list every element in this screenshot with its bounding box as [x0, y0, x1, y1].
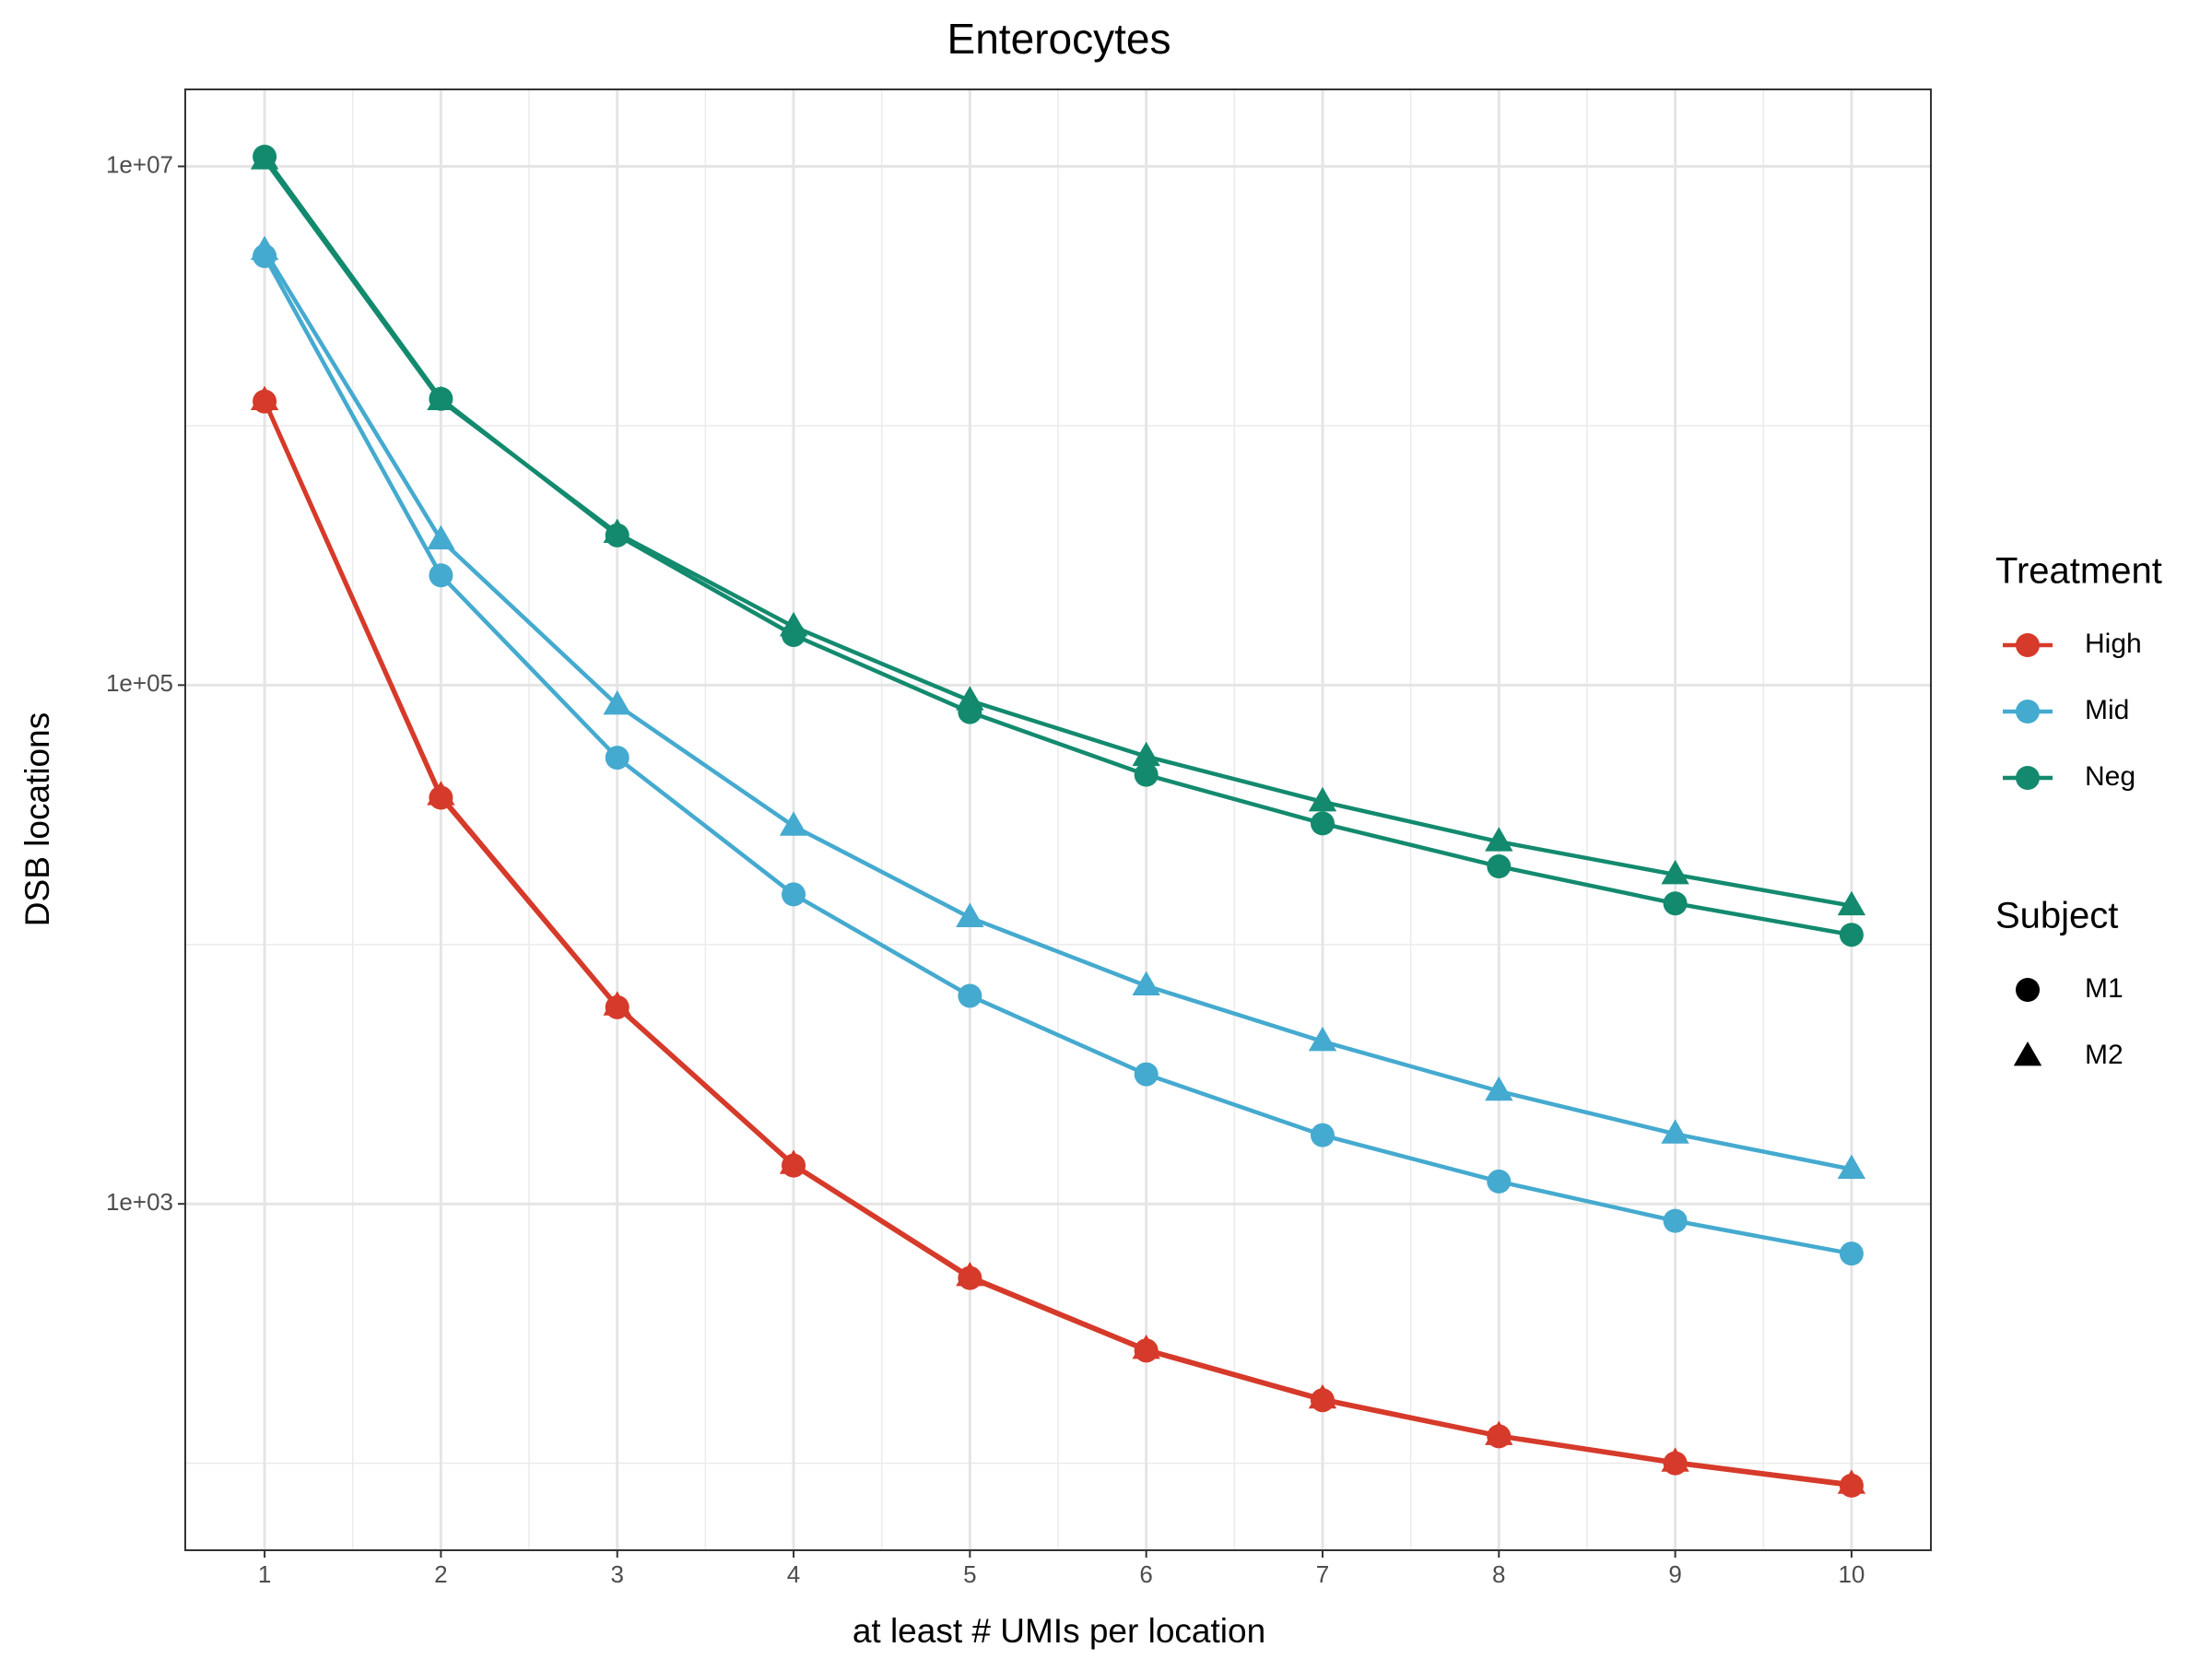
data-point	[1310, 1123, 1335, 1147]
data-point	[1132, 741, 1160, 767]
data-point	[250, 235, 279, 261]
data-point	[956, 902, 984, 927]
data-point	[1310, 811, 1335, 836]
legend-key-marker	[2016, 700, 2040, 724]
data-point	[250, 145, 279, 170]
legend-key-marker	[2016, 766, 2040, 790]
data-point	[603, 689, 631, 715]
y-tick-label: 1e+05	[106, 669, 173, 697]
legend-label: M2	[2085, 1040, 2124, 1070]
data-point	[1837, 1469, 1866, 1494]
series-line	[263, 159, 1853, 908]
y-tick-label: 1e+03	[106, 1188, 173, 1216]
x-tick-label: 3	[610, 1560, 623, 1588]
data-point	[956, 686, 984, 711]
data-point	[250, 385, 279, 411]
data-point	[605, 746, 629, 771]
x-tick-label: 2	[434, 1560, 447, 1588]
legend-key-marker	[2013, 1041, 2042, 1066]
data-point	[1485, 827, 1513, 852]
chart-title: Enterocytes	[947, 15, 1171, 63]
data-point	[1308, 1383, 1337, 1409]
legend-label: Neg	[2085, 761, 2136, 792]
series-line	[263, 399, 1853, 1487]
data-point	[1661, 1447, 1689, 1472]
data-point	[1837, 890, 1866, 916]
data-point	[1487, 1169, 1512, 1194]
x-tick-label: 8	[1492, 1560, 1505, 1588]
x-tick-label: 7	[1316, 1560, 1329, 1588]
data-point	[1485, 1420, 1513, 1445]
data-point	[429, 563, 453, 588]
data-point	[779, 611, 808, 637]
x-tick-label: 10	[1838, 1560, 1865, 1588]
data-point	[1134, 762, 1159, 787]
legend-label: M1	[2085, 973, 2124, 1004]
x-tick-label: 6	[1139, 1560, 1152, 1588]
x-tick-label: 4	[787, 1560, 800, 1588]
series-line	[263, 254, 1853, 1256]
data-point	[1308, 1026, 1337, 1052]
data-point	[603, 991, 631, 1016]
data-point	[956, 1261, 984, 1287]
legend-key-marker	[2016, 633, 2040, 657]
data-point	[1837, 1154, 1866, 1180]
data-point	[1132, 971, 1160, 995]
x-axis-title: at least # UMIs per location	[853, 1612, 1265, 1650]
data-point	[958, 983, 982, 1008]
legend-title: Subject	[1995, 896, 2118, 936]
data-point	[1663, 891, 1688, 916]
data-point	[427, 524, 455, 550]
legend-label: High	[2085, 629, 2142, 659]
series-line	[263, 249, 1853, 1171]
y-axis-title: DSB locations	[18, 712, 56, 926]
data-point	[1661, 1119, 1689, 1144]
x-tick-label: 9	[1668, 1560, 1681, 1588]
legend-label: Mid	[2085, 695, 2129, 725]
data-point	[1485, 1076, 1513, 1101]
legend-key-marker	[2016, 978, 2040, 1002]
data-point	[779, 1149, 808, 1174]
data-point	[1134, 1062, 1159, 1087]
data-point	[1663, 1208, 1688, 1233]
data-point	[603, 518, 631, 543]
x-tick-label: 1	[258, 1560, 271, 1588]
plot-border	[184, 88, 1932, 1551]
data-point	[1661, 859, 1689, 885]
legend-title: Treatment	[1995, 551, 2162, 592]
data-point	[1308, 786, 1337, 812]
y-tick-label: 1e+07	[106, 150, 173, 178]
data-point	[427, 385, 455, 411]
data-point	[1132, 1334, 1160, 1359]
data-point	[1839, 923, 1864, 947]
data-point	[1487, 854, 1512, 879]
data-point	[427, 781, 455, 806]
data-point	[779, 811, 808, 836]
data-point	[1839, 1241, 1864, 1266]
x-tick-label: 5	[963, 1560, 976, 1588]
data-point	[782, 882, 806, 907]
